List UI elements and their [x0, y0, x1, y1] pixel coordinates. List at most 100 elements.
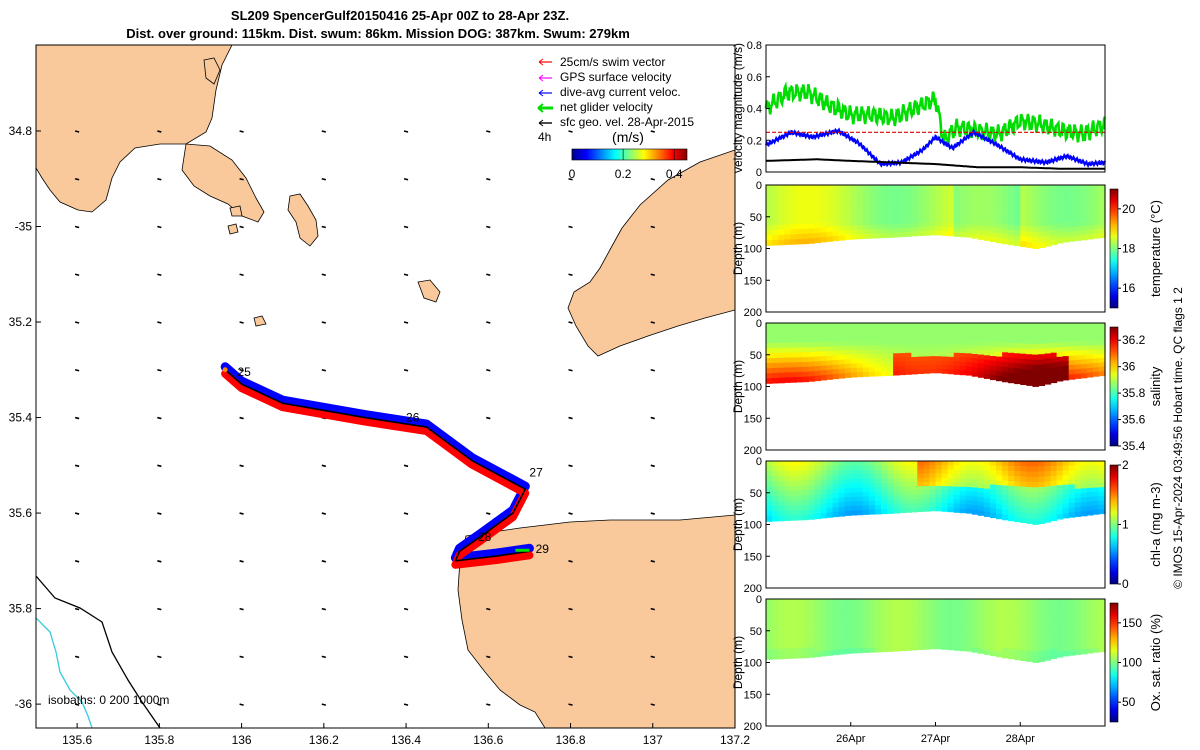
section-cell — [1098, 349, 1106, 355]
section-cell — [923, 339, 931, 345]
section-cell — [1062, 613, 1070, 619]
section-cell — [893, 210, 900, 216]
section-cell — [875, 491, 882, 497]
section-cell — [1062, 599, 1070, 605]
section-cell — [875, 509, 882, 515]
section-cell — [923, 490, 931, 495]
section-cell — [947, 477, 955, 483]
section-cell — [929, 230, 937, 236]
section-cell — [1098, 504, 1106, 510]
geo-vector — [157, 464, 162, 468]
section-cell — [826, 217, 834, 224]
section-cell — [844, 354, 852, 360]
section-cell — [1056, 509, 1064, 515]
section-cell — [959, 469, 967, 475]
section-cell — [911, 645, 918, 651]
section-cell — [899, 465, 906, 471]
section-cell — [929, 473, 937, 479]
section-cell — [881, 215, 888, 221]
geo-vector — [74, 321, 80, 324]
section-cell — [1002, 194, 1009, 201]
section-cell — [875, 367, 882, 372]
section-cell — [820, 484, 828, 490]
section-cell — [887, 193, 894, 199]
section-cell — [977, 635, 985, 641]
section-cell — [868, 634, 876, 640]
section-cell — [772, 491, 779, 497]
section-cell — [990, 470, 997, 476]
section-cell — [868, 233, 876, 239]
section-cell — [996, 194, 1003, 200]
section-cell — [820, 375, 828, 381]
section-cell — [772, 510, 779, 517]
section-cell — [941, 369, 949, 374]
section-cell — [1074, 364, 1082, 370]
section-cell — [983, 484, 991, 490]
section-cell — [899, 624, 906, 630]
section-cell — [772, 353, 779, 359]
section-cell — [905, 231, 912, 237]
section-cell — [905, 645, 912, 651]
section-cell — [893, 228, 900, 234]
section-cell — [917, 210, 924, 215]
section-cell — [868, 224, 876, 230]
depth-tick-label: 150 — [744, 689, 762, 701]
section-cell — [814, 461, 822, 467]
section-cell — [802, 647, 809, 654]
section-cell — [953, 214, 961, 220]
section-cell — [850, 354, 858, 360]
section-cell — [1044, 215, 1052, 222]
section-cell — [772, 604, 779, 610]
section-cell — [766, 368, 773, 374]
section-cell — [996, 470, 1003, 476]
section-cell — [887, 353, 894, 359]
section-cell — [850, 470, 858, 476]
section-cell — [929, 498, 937, 503]
section-cell — [796, 204, 803, 211]
section-cell — [911, 469, 918, 475]
section-cell — [899, 637, 906, 643]
section-cell — [959, 607, 967, 613]
section-cell — [868, 345, 876, 351]
section-cell — [1020, 379, 1027, 385]
section-cell — [1074, 474, 1082, 480]
section-cell — [923, 197, 931, 203]
section-cell — [832, 189, 840, 195]
section-cell — [1032, 461, 1040, 467]
section-cell — [1050, 229, 1058, 236]
section-cell — [1050, 495, 1058, 502]
section-cell — [838, 488, 846, 494]
section-cell — [1038, 630, 1046, 636]
section-cell — [996, 603, 1003, 610]
section-cell — [1056, 632, 1064, 639]
section-cell — [772, 358, 779, 364]
section-cell — [850, 367, 858, 373]
section-cell — [1026, 619, 1033, 626]
section-cell — [772, 328, 779, 334]
section-cell — [917, 494, 924, 500]
section-cell — [868, 487, 876, 493]
section-cell — [971, 189, 979, 195]
section-cell — [917, 603, 924, 608]
section-cell — [838, 631, 846, 637]
section-cell — [911, 231, 918, 237]
section-cell — [766, 358, 773, 364]
section-cell — [971, 638, 979, 644]
section-cell — [844, 345, 852, 351]
section-cell — [875, 207, 882, 212]
section-cell — [887, 228, 894, 234]
section-cell — [1008, 234, 1015, 241]
section-cell — [784, 638, 791, 645]
section-cell — [1002, 347, 1009, 353]
section-cell — [850, 349, 858, 355]
section-cell — [1092, 500, 1100, 506]
section-cell — [1056, 209, 1064, 215]
section-cell — [1038, 518, 1046, 524]
section-cell — [899, 357, 906, 363]
section-cell — [868, 607, 876, 613]
section-cell — [796, 505, 803, 511]
section-cell — [1020, 200, 1027, 207]
section-cell — [953, 616, 961, 621]
section-cell — [1074, 359, 1082, 366]
section-cell — [971, 492, 979, 497]
